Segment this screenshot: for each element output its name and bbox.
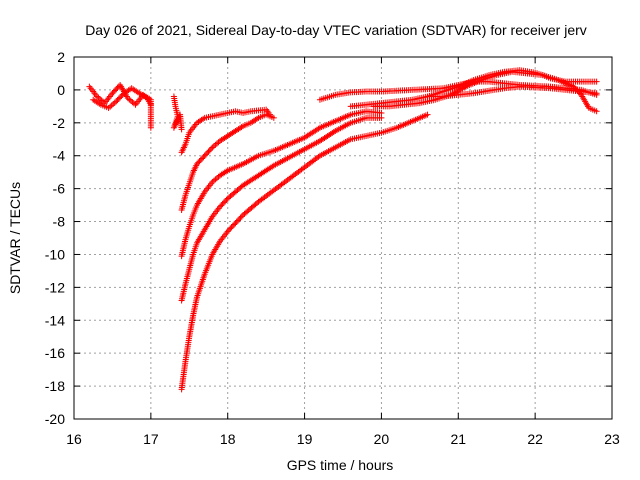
data-point-interp [115, 95, 122, 102]
data-point-interp [111, 87, 118, 94]
data-point-interp [117, 94, 124, 101]
data-point-interp [210, 177, 217, 184]
y-tick-label: -10 [45, 246, 65, 262]
data-point-interp [127, 97, 134, 104]
tick-labels: 16 17 18 19 20 21 22 2320-2-4-6-8-10-12-14-16-1… [45, 49, 620, 447]
data-point-interp [107, 103, 114, 110]
data-point-interp [118, 92, 125, 99]
data-point-interp [220, 199, 227, 206]
data-point-interp [232, 220, 239, 227]
data-point-interp [219, 200, 226, 207]
data-point-interp [213, 140, 220, 147]
y-tick-label: -14 [45, 312, 65, 328]
satellite-track-7 [178, 114, 385, 304]
satellite-track-6 [178, 108, 385, 260]
satellite-track-5 [178, 111, 277, 214]
data-point-interp [195, 159, 202, 166]
data-point-interp [223, 196, 230, 203]
data-point-interp [212, 176, 219, 183]
data-point-interp [200, 154, 207, 161]
data-point [593, 90, 600, 97]
data-point-interp [197, 156, 204, 163]
data-point [113, 98, 120, 105]
y-tick-label: -8 [53, 214, 66, 230]
y-tick-label: -12 [45, 279, 65, 295]
y-tick-label: -6 [53, 181, 66, 197]
data-point [201, 152, 208, 159]
y-tick-label: -18 [45, 378, 65, 394]
x-tick-label: 18 [220, 431, 236, 447]
data-point-interp [229, 222, 236, 229]
data-point-interp [238, 213, 245, 220]
data-point-interp [110, 101, 117, 108]
data-point-interp [113, 86, 120, 93]
satellite-track-1 [86, 81, 154, 131]
x-tick-label: 21 [450, 431, 466, 447]
satellite-track-12 [424, 83, 600, 100]
data-point [378, 114, 385, 121]
data-point-interp [208, 145, 215, 152]
data-point-interp [234, 217, 241, 224]
chart-title: Day 026 of 2021, Sidereal Day-to-day VTE… [85, 22, 587, 38]
satellite-track-2 [90, 85, 154, 112]
plot-frame [73, 56, 613, 420]
x-tick-label: 17 [143, 431, 159, 447]
data-point-interp [228, 224, 235, 231]
data-point-interp [129, 99, 136, 106]
data-point [593, 78, 600, 85]
data-point-interp [111, 99, 118, 106]
data-point-interp [236, 216, 243, 223]
data-point-interp [114, 84, 121, 91]
data-point-interp [196, 158, 203, 165]
data-point-interp [218, 202, 225, 209]
y-axis-label: SDTVAR / TECUs [7, 182, 23, 294]
data-point-interp [227, 225, 234, 232]
data-point-interp [204, 149, 211, 156]
data-point [224, 228, 231, 235]
grid [74, 57, 612, 419]
data-point-interp [205, 148, 212, 155]
satellite-track-4 [178, 106, 273, 156]
y-tick-label: -4 [53, 148, 66, 164]
data-point-interp [110, 88, 117, 95]
data-point [147, 101, 154, 108]
data-point-interp [199, 155, 206, 162]
data-point-interp [237, 214, 244, 221]
data-point-interp [212, 141, 219, 148]
data-point-interp [571, 84, 578, 91]
y-tick-label: -16 [45, 345, 65, 361]
x-axis-label: GPS time / hours [287, 457, 394, 473]
y-tick-label: 2 [57, 49, 65, 65]
data-point [424, 111, 431, 118]
x-tick-label: 20 [374, 431, 390, 447]
y-tick-label: -2 [53, 115, 66, 131]
y-tick-label: 0 [57, 82, 65, 98]
axis-ticks [73, 56, 613, 420]
satellite-track-3 [170, 93, 185, 133]
data-point [193, 160, 200, 167]
x-tick-label: 19 [297, 431, 313, 447]
data-point-interp [225, 227, 232, 234]
data-point-interp [213, 175, 220, 182]
x-tick-label: 16 [66, 431, 82, 447]
data-point [178, 126, 185, 133]
data-point-interp [233, 218, 240, 225]
data-point [109, 90, 116, 97]
x-tick-label: 23 [604, 431, 620, 447]
data-point-interp [202, 151, 209, 158]
data-point [217, 203, 224, 210]
x-tick-label: 22 [527, 431, 543, 447]
data-point-interp [114, 97, 121, 104]
y-tick-label: -20 [45, 411, 65, 427]
data-point-interp [210, 143, 217, 150]
satellite-track-8 [178, 111, 431, 393]
data-point-interp [231, 221, 238, 228]
data-point [270, 114, 277, 121]
data-point-interp [222, 198, 229, 205]
data-point [147, 124, 154, 131]
data-point [593, 108, 600, 115]
data-point-interp [206, 147, 213, 154]
data-points [86, 67, 600, 393]
